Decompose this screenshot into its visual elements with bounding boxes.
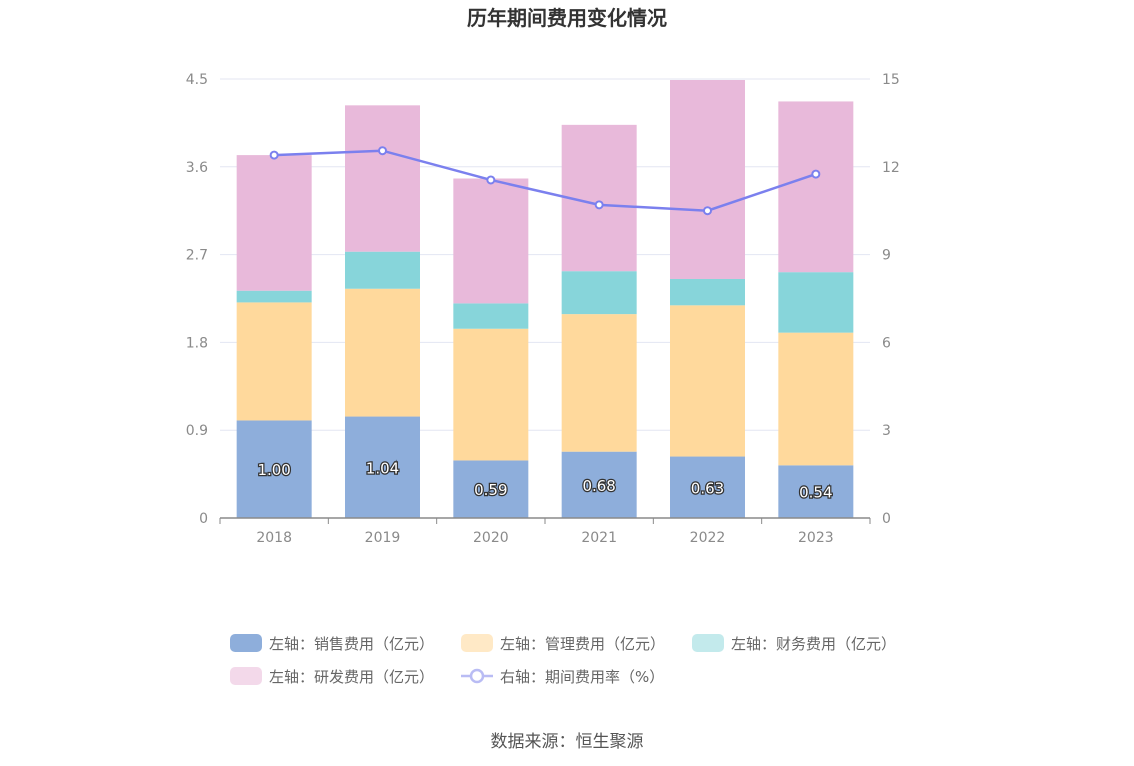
legend-swatch-marker <box>469 668 485 684</box>
y-right-tick-label: 15 <box>882 72 900 88</box>
bar-segment <box>453 460 529 518</box>
x-tick-label: 2018 <box>256 530 292 546</box>
bar-segment <box>236 302 312 421</box>
grid <box>220 78 870 431</box>
bar-segment <box>561 314 637 452</box>
y-left-tick-label: 0 <box>199 511 208 527</box>
bar-segment <box>236 155 312 291</box>
bar-value-label: 0.63 <box>691 479 724 497</box>
y-left-tick-label: 3.6 <box>186 160 208 176</box>
y-right-tick-label: 0 <box>882 511 891 527</box>
bar-segment <box>670 278 745 306</box>
rate-point <box>486 175 496 185</box>
bar-value-label: 0.68 <box>582 477 615 495</box>
bar-value-label: 1.04 <box>366 459 399 477</box>
bar-value-label: 0.54 <box>799 484 832 502</box>
bar-segment <box>236 420 312 518</box>
bars <box>236 79 854 518</box>
legend-label: 左轴：研发费用（亿元） <box>269 668 434 686</box>
legend-item: 左轴：管理费用（亿元） <box>461 634 665 653</box>
bar-segment <box>670 305 745 457</box>
bar-segment <box>345 251 420 289</box>
x-tick-label: 2023 <box>798 530 834 546</box>
y-left-tick-label: 2.7 <box>186 248 208 264</box>
bar-segment <box>778 465 854 518</box>
rate-point <box>594 200 604 210</box>
legend-swatch <box>230 634 262 652</box>
legend-label: 右轴：期间费用率（%） <box>500 668 664 686</box>
legend-item: 左轴：销售费用（亿元） <box>230 634 434 653</box>
chart-title: 历年期间费用变化情况 <box>467 6 667 30</box>
x-tick-label: 2020 <box>473 530 509 546</box>
bar-segment <box>453 328 529 461</box>
bar-value-label: 0.59 <box>474 481 507 499</box>
legend-item: 左轴：财务费用（亿元） <box>692 634 896 653</box>
legend-label: 左轴：销售费用（亿元） <box>269 635 434 653</box>
y-left-tick-label: 0.9 <box>186 423 208 439</box>
legend-item: 右轴：期间费用率（%） <box>461 668 664 686</box>
bar-segment <box>345 105 420 252</box>
bar-segment <box>345 416 420 518</box>
rate-point <box>811 169 821 179</box>
bar-value-label: 1.00 <box>257 461 290 479</box>
rate-point <box>703 206 712 216</box>
bar-segment <box>345 288 420 417</box>
x-tick-label: 2021 <box>581 530 617 546</box>
legend-label: 左轴：财务费用（亿元） <box>731 635 896 653</box>
bar-segment <box>670 456 745 518</box>
y-right-tick-label: 9 <box>882 248 891 264</box>
bar-segment <box>236 290 312 303</box>
source-note: 数据来源：恒生聚源 <box>491 732 644 752</box>
legend-label: 左轴：管理费用（亿元） <box>500 635 665 653</box>
rate-point <box>378 146 387 156</box>
y-right-tick-label: 3 <box>882 423 891 439</box>
legend: 左轴：销售费用（亿元） 左轴：管理费用（亿元） 左轴：财务费用（亿元） 左轴：研发费用… <box>230 634 896 686</box>
bar-labels: 1.00 1.04 0.59 0.68 0.63 0.54 <box>256 458 834 503</box>
y-right-tick-label: 12 <box>882 160 900 176</box>
rate-line-path <box>274 149 817 212</box>
bar-segment <box>778 101 854 273</box>
rate-line <box>269 146 821 216</box>
axes: 0 0.9 1.8 2.7 3.6 4.5 0 3 6 9 12 15 2018 2019 2020 2021… <box>186 72 900 546</box>
y-left-tick-label: 4.5 <box>186 72 208 88</box>
y-left-tick-label: 1.8 <box>186 335 208 351</box>
x-tick-label: 2019 <box>365 530 401 546</box>
x-tick-label: 2022 <box>690 530 726 546</box>
bar-segment <box>561 451 637 518</box>
bar-segment <box>453 178 529 304</box>
legend-swatch <box>461 634 493 652</box>
bar-segment <box>670 79 745 279</box>
legend-swatch <box>230 667 262 685</box>
bar-segment <box>778 332 854 466</box>
legend-swatch <box>692 634 724 652</box>
bar-segment <box>778 272 854 333</box>
legend-item: 左轴：研发费用（亿元） <box>230 667 434 686</box>
y-right-tick-label: 6 <box>882 335 891 351</box>
rate-point <box>269 150 279 160</box>
bar-segment <box>453 303 529 329</box>
bar-segment <box>561 271 637 315</box>
